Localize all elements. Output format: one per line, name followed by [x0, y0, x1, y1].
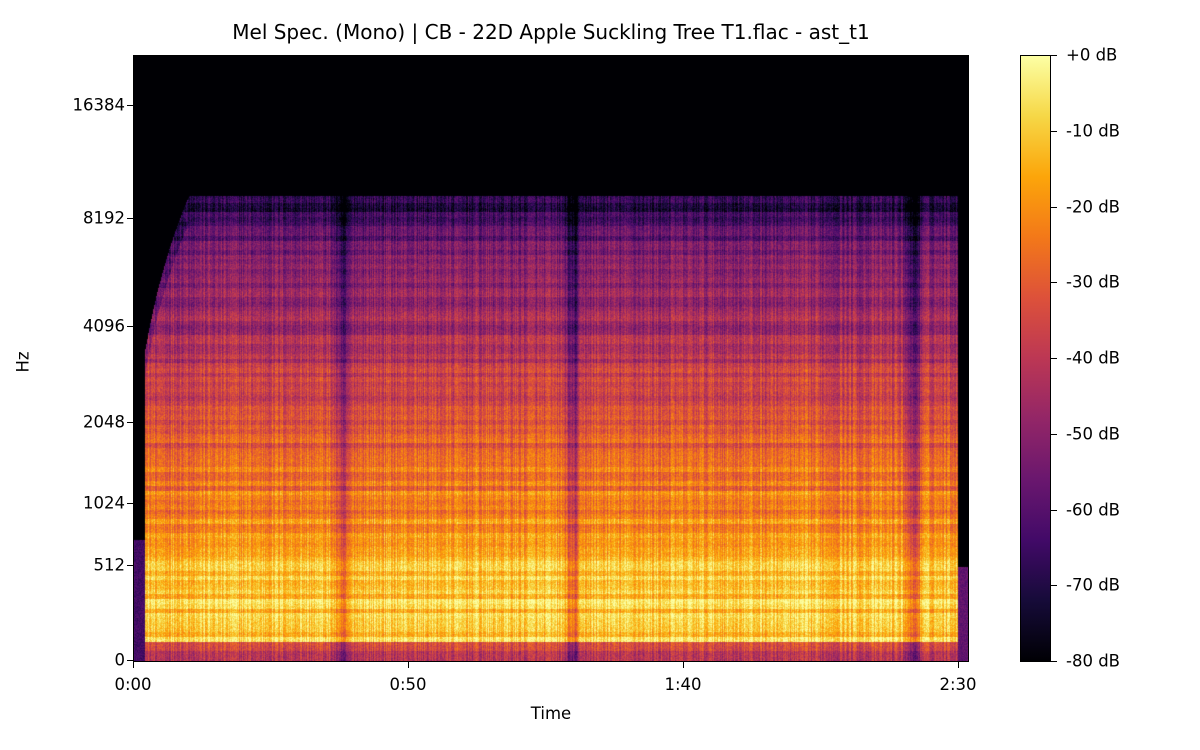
colorbar-tick-mark	[1051, 55, 1057, 56]
spectrogram-plot-area	[133, 55, 969, 662]
colorbar-tick-label: -10 dB	[1066, 121, 1120, 141]
x-tick-label: 0:50	[389, 675, 427, 694]
colorbar-tick-mark	[1051, 433, 1057, 435]
y-tick-label: 1024	[83, 493, 125, 513]
x-tick-mark	[958, 662, 959, 668]
x-tick-mark	[683, 662, 684, 668]
y-tick-label: 16384	[72, 95, 126, 115]
colorbar-tick-label: +0 dB	[1066, 45, 1118, 65]
y-tick-mark	[127, 104, 133, 106]
x-tick-label: 0:00	[114, 675, 152, 694]
colorbar	[1020, 55, 1051, 662]
y-tick-label: 512	[93, 555, 126, 575]
colorbar-tick-mark	[1051, 282, 1057, 284]
colorbar-tick-mark	[1051, 358, 1057, 359]
colorbar-tick-label: -60 dB	[1066, 500, 1120, 519]
x-tick-label: 1:40	[664, 675, 702, 694]
spectrogram-heatmap	[134, 56, 968, 661]
y-tick-label: 2048	[83, 412, 125, 432]
colorbar-tick-mark	[1051, 130, 1057, 132]
colorbar-tick-label: -70 dB	[1066, 575, 1120, 595]
colorbar-tick-mark	[1051, 509, 1057, 511]
y-tick-mark	[127, 218, 133, 220]
y-tick-label: 8192	[83, 208, 125, 228]
colorbar-tick-label: -30 dB	[1066, 272, 1120, 292]
y-tick-label: 0	[114, 650, 126, 670]
y-axis-label: Hz	[13, 351, 33, 373]
colorbar-tick-mark	[1051, 585, 1057, 587]
x-tick-label: 2:30	[939, 675, 977, 694]
y-tick-mark	[127, 422, 133, 424]
colorbar-tick-label: -40 dB	[1066, 348, 1120, 368]
y-tick-mark	[127, 660, 133, 661]
colorbar-tick-label: -50 dB	[1066, 424, 1120, 444]
y-tick-mark	[127, 503, 133, 505]
x-tick-mark	[408, 662, 409, 668]
y-tick-mark	[127, 325, 133, 327]
chart-title: Mel Spec. (Mono) | CB - 22D Apple Suckli…	[232, 20, 870, 44]
colorbar-tick-mark	[1051, 661, 1057, 662]
colorbar-tick-label: -80 dB	[1066, 651, 1120, 671]
y-tick-label: 4096	[83, 316, 125, 336]
x-tick-mark	[133, 662, 134, 668]
colorbar-tick-mark	[1051, 206, 1057, 208]
colorbar-tick-label: -20 dB	[1066, 197, 1120, 216]
x-axis-label: Time	[530, 704, 572, 723]
y-tick-mark	[127, 564, 133, 566]
